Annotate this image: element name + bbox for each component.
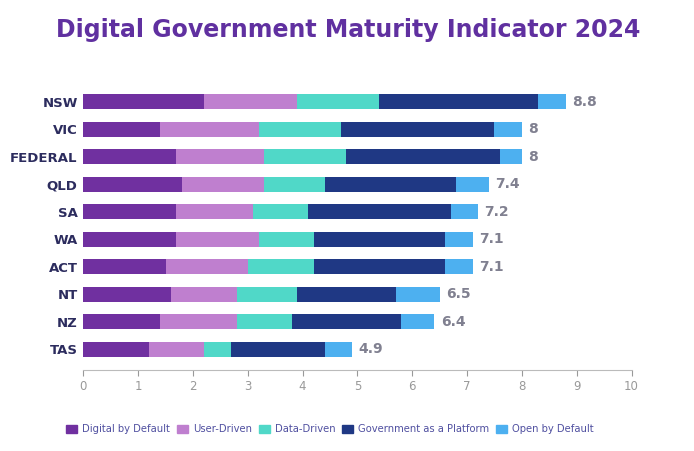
Bar bbox=[160, 122, 259, 137]
Bar bbox=[83, 287, 171, 302]
Bar bbox=[297, 287, 396, 302]
Bar bbox=[456, 177, 489, 192]
Text: 8.8: 8.8 bbox=[573, 95, 597, 109]
Bar bbox=[445, 232, 473, 247]
Bar bbox=[341, 122, 494, 137]
Bar bbox=[83, 232, 176, 247]
Bar bbox=[83, 177, 182, 192]
Text: 7.4: 7.4 bbox=[496, 177, 520, 191]
Bar bbox=[248, 259, 314, 274]
Bar bbox=[83, 204, 176, 219]
Bar bbox=[450, 204, 478, 219]
Bar bbox=[264, 177, 325, 192]
Bar bbox=[259, 232, 314, 247]
Bar bbox=[314, 259, 445, 274]
Bar bbox=[231, 341, 325, 357]
Bar bbox=[500, 149, 522, 164]
Bar bbox=[182, 177, 264, 192]
Bar bbox=[237, 314, 291, 329]
Bar bbox=[176, 204, 253, 219]
Text: 8: 8 bbox=[528, 122, 539, 136]
Bar bbox=[539, 94, 566, 110]
Bar bbox=[83, 259, 165, 274]
Bar bbox=[380, 94, 539, 110]
Bar bbox=[308, 204, 450, 219]
Bar bbox=[264, 149, 346, 164]
Bar bbox=[237, 287, 297, 302]
Bar bbox=[176, 149, 264, 164]
Bar bbox=[259, 122, 341, 137]
Text: 4.9: 4.9 bbox=[359, 342, 383, 356]
Text: 6.5: 6.5 bbox=[446, 287, 471, 301]
Bar bbox=[176, 232, 259, 247]
Bar bbox=[171, 287, 237, 302]
Bar bbox=[346, 149, 500, 164]
Bar bbox=[325, 177, 456, 192]
Bar bbox=[401, 314, 434, 329]
Bar bbox=[325, 341, 352, 357]
Bar bbox=[495, 122, 522, 137]
Bar bbox=[204, 94, 297, 110]
Bar bbox=[149, 341, 204, 357]
Bar bbox=[204, 341, 231, 357]
Bar bbox=[253, 204, 308, 219]
Text: Digital Government Maturity Indicator 2024: Digital Government Maturity Indicator 20… bbox=[56, 18, 640, 42]
Text: 7.1: 7.1 bbox=[479, 260, 504, 274]
Text: 7.2: 7.2 bbox=[484, 205, 509, 219]
Text: 7.1: 7.1 bbox=[479, 232, 504, 246]
Bar bbox=[83, 341, 149, 357]
Text: 6.4: 6.4 bbox=[441, 315, 466, 329]
Bar bbox=[396, 287, 440, 302]
Bar bbox=[83, 94, 204, 110]
Bar bbox=[291, 314, 401, 329]
Bar bbox=[83, 314, 160, 329]
Bar bbox=[83, 149, 176, 164]
Bar bbox=[83, 122, 160, 137]
Bar bbox=[165, 259, 248, 274]
Bar bbox=[297, 94, 380, 110]
Bar bbox=[160, 314, 237, 329]
Text: 8: 8 bbox=[528, 150, 539, 164]
Bar bbox=[445, 259, 473, 274]
Legend: Digital by Default, User-Driven, Data-Driven, Government as a Platform, Open by : Digital by Default, User-Driven, Data-Dr… bbox=[63, 421, 597, 437]
Bar bbox=[314, 232, 445, 247]
